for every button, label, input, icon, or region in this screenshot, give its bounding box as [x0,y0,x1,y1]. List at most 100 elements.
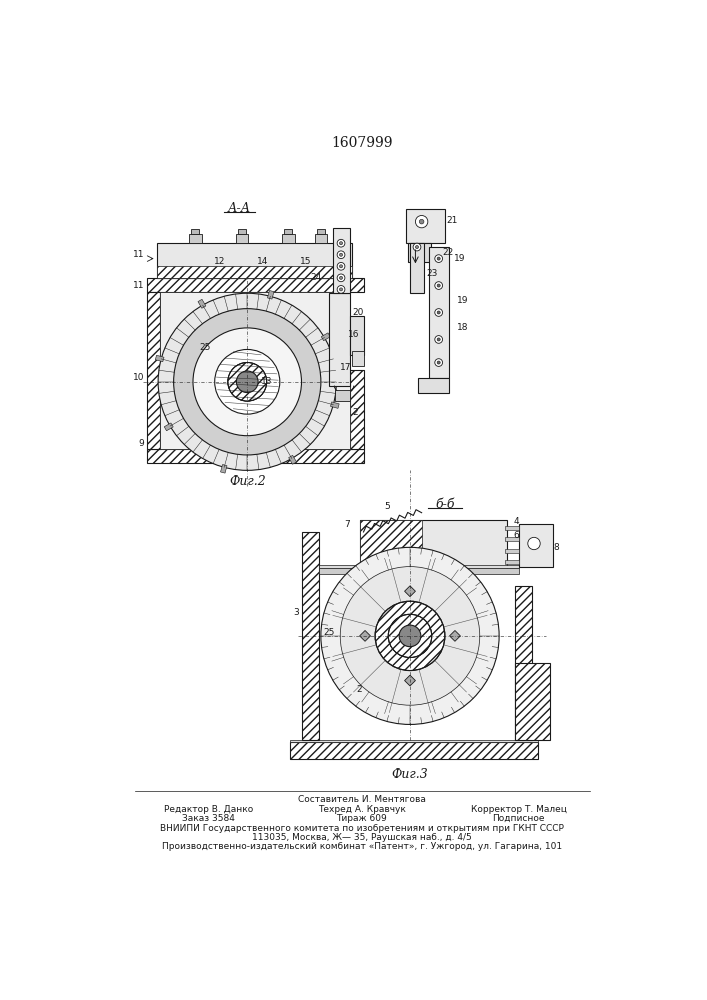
Polygon shape [404,675,416,686]
Text: 113035, Москва, Ж— 35, Раушская наб., д. 4/5: 113035, Москва, Ж— 35, Раушская наб., д.… [252,833,472,842]
Bar [282,234,295,243]
Bar [360,520,507,570]
Bar [315,234,327,243]
Bar [198,299,206,308]
Bar [335,390,351,401]
Bar [429,247,449,378]
Circle shape [339,265,343,268]
Bar [330,402,339,408]
Bar [515,663,549,740]
Text: Тираж 609: Тираж 609 [337,814,387,823]
Text: 11: 11 [133,250,144,259]
Circle shape [174,309,321,455]
Bar [146,292,160,449]
Circle shape [435,282,443,289]
Bar [410,243,424,293]
Text: 17: 17 [340,363,352,372]
Circle shape [416,215,428,228]
Text: б-б: б-б [435,498,455,512]
Circle shape [435,336,443,343]
Circle shape [337,239,345,247]
Text: 6: 6 [513,531,519,540]
Text: 25: 25 [323,628,334,637]
Circle shape [437,257,440,260]
Bar [505,537,518,541]
Bar [408,243,431,262]
Text: Заказ 3584: Заказ 3584 [182,814,235,823]
Bar [192,229,199,234]
Text: 15: 15 [300,257,311,266]
Bar [515,586,532,740]
Polygon shape [450,631,460,641]
Text: 25: 25 [199,343,210,352]
Bar [267,290,274,299]
Bar [288,455,296,464]
Circle shape [236,371,258,393]
Bar [301,532,319,740]
Text: 3: 3 [293,608,299,617]
Text: 9: 9 [139,439,144,448]
Bar [360,520,421,570]
Circle shape [435,255,443,262]
Text: 24: 24 [311,273,322,282]
Circle shape [337,262,345,270]
Circle shape [435,309,443,316]
Text: Фиг.3: Фиг.3 [392,768,428,781]
Circle shape [399,625,421,647]
Bar [321,333,330,341]
Bar [146,449,363,463]
Text: 19: 19 [457,296,468,305]
Circle shape [337,274,345,282]
Text: 21: 21 [446,216,458,225]
Bar [329,293,351,386]
Circle shape [437,284,440,287]
Bar [349,370,363,449]
Circle shape [339,288,343,291]
Circle shape [388,614,432,657]
Text: 20: 20 [352,308,363,317]
Bar [156,243,352,278]
Circle shape [215,349,280,414]
Text: 23: 23 [426,269,438,278]
Text: 2: 2 [357,685,363,694]
Circle shape [339,242,343,245]
Bar [518,524,554,567]
Bar [332,228,349,293]
Circle shape [435,359,443,366]
Bar [156,355,164,362]
Circle shape [437,361,440,364]
Text: Составитель И. Ментягова: Составитель И. Ментягова [298,795,426,804]
Circle shape [228,363,267,401]
Bar [146,278,363,292]
Circle shape [388,614,432,657]
Polygon shape [360,631,370,641]
Circle shape [375,601,445,671]
Text: Редактор В. Данко: Редактор В. Данко [164,805,253,814]
Text: 18: 18 [457,323,468,332]
Bar [319,568,518,574]
Circle shape [339,253,343,256]
Circle shape [228,363,267,401]
Bar [221,465,227,473]
Text: 11: 11 [133,281,144,290]
Text: Корректор Т. Малец: Корректор Т. Малец [471,805,566,814]
Text: 8: 8 [554,543,559,552]
Bar [160,292,349,449]
Circle shape [437,311,440,314]
Bar [235,234,248,243]
Circle shape [337,286,345,293]
Text: 19: 19 [454,254,466,263]
Text: ВНИИПИ Государственного комитета по изобретениям и открытиям при ГКНТ СССР: ВНИИПИ Государственного комитета по изоб… [160,824,564,833]
Text: Подписное: Подписное [492,814,545,823]
Text: 7: 7 [344,520,351,529]
Circle shape [437,338,440,341]
Bar [317,229,325,234]
Circle shape [193,328,301,436]
Text: 2: 2 [352,408,358,417]
Text: 14: 14 [257,257,269,266]
Text: Техред А. Кравчук: Техред А. Кравчук [318,805,406,814]
Text: 13: 13 [261,377,272,386]
Text: Производственно-издательский комбинат «Патент», г. Ужгород, ул. Гагарина, 101: Производственно-издательский комбинат «П… [162,842,562,851]
Circle shape [416,246,419,249]
Bar [290,740,538,742]
